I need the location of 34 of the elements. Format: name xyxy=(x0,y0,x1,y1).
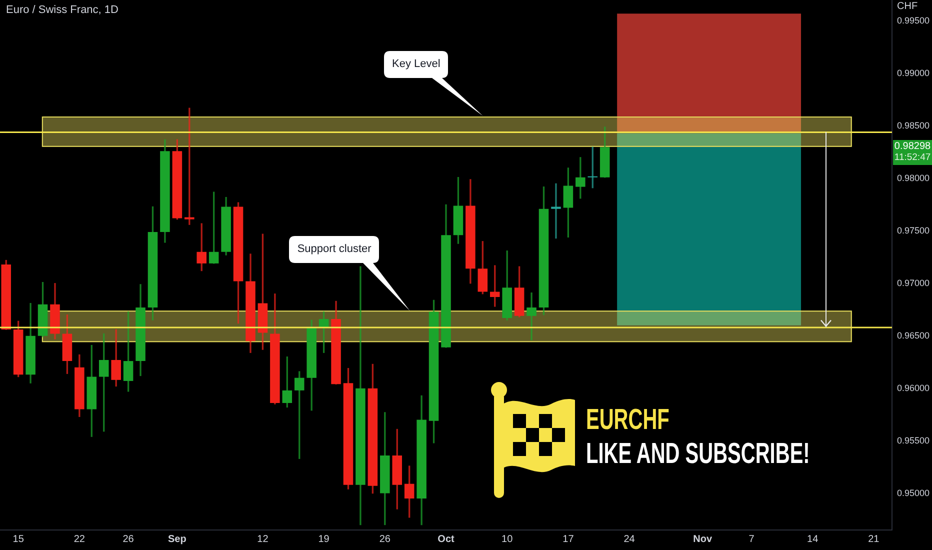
x-tick-label: 10 xyxy=(502,534,514,545)
x-tick-label: 21 xyxy=(868,534,880,545)
y-tick-label: 0.97000 xyxy=(897,278,930,288)
chart-title: Euro / Swiss Franc, 1D xyxy=(6,4,118,16)
y-axis-title: CHF xyxy=(897,1,918,12)
y-tick-label: 0.99000 xyxy=(897,68,930,78)
y-tick-label: 0.97500 xyxy=(897,225,930,236)
x-tick-label: 12 xyxy=(257,534,269,545)
x-tick-label: 7 xyxy=(748,534,755,545)
x-tick-label: 24 xyxy=(624,534,636,545)
price-tag: 0.98298 11:52:47 xyxy=(893,140,932,165)
x-tick-label: 26 xyxy=(379,534,391,545)
x-tick-label: Oct xyxy=(438,534,456,545)
y-tick-label: 0.95000 xyxy=(897,488,930,498)
y-tick-label: 0.98000 xyxy=(897,172,930,183)
candlestick xyxy=(526,292,536,340)
x-tick-label: 22 xyxy=(74,534,86,545)
y-tick-label: 0.99500 xyxy=(897,15,930,26)
x-tick-label: 15 xyxy=(12,534,24,545)
candlestick xyxy=(551,183,561,239)
x-tick-label: 26 xyxy=(122,534,134,545)
y-tick-label: 0.96500 xyxy=(897,330,930,340)
annotation: LIKE AND SUBSCRIBE! xyxy=(586,438,810,470)
annotation: Support cluster xyxy=(297,242,372,256)
annotation: EURCHF xyxy=(586,404,670,436)
x-tick-label: 17 xyxy=(562,534,574,545)
y-tick-label: 0.98500 xyxy=(897,120,930,130)
y-tick-label: 0.95500 xyxy=(897,435,930,446)
x-tick-label: 19 xyxy=(318,534,330,545)
x-tick-label: Nov xyxy=(693,534,712,545)
y-tick-label: 0.96000 xyxy=(897,382,930,393)
annotation: Key Level xyxy=(392,58,440,72)
x-tick-label: 14 xyxy=(807,534,819,545)
x-tick-label: Sep xyxy=(168,534,186,545)
